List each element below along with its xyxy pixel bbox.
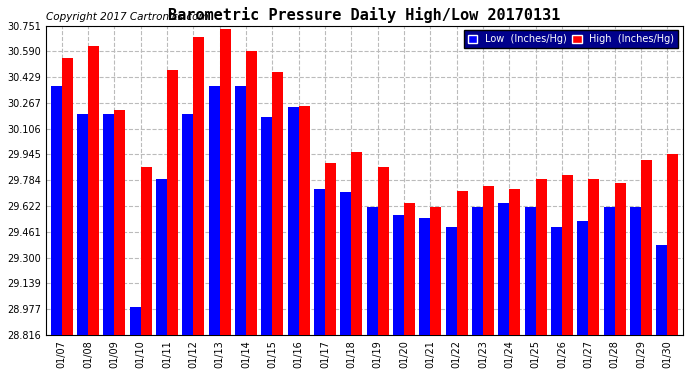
Text: Copyright 2017 Cartronics.com: Copyright 2017 Cartronics.com: [46, 12, 208, 22]
Bar: [130, 308, 141, 335]
Bar: [604, 207, 615, 335]
Bar: [273, 72, 284, 335]
Bar: [167, 70, 178, 335]
Bar: [141, 166, 152, 335]
Bar: [288, 107, 299, 335]
Bar: [578, 221, 589, 335]
Bar: [431, 207, 442, 335]
Bar: [314, 189, 325, 335]
Bar: [535, 179, 546, 335]
Bar: [219, 29, 230, 335]
Bar: [262, 117, 273, 335]
Bar: [115, 111, 126, 335]
Bar: [589, 179, 600, 335]
Bar: [667, 154, 678, 335]
Bar: [393, 214, 404, 335]
Bar: [472, 207, 483, 335]
Bar: [351, 152, 362, 335]
Bar: [366, 207, 377, 335]
Bar: [498, 203, 509, 335]
Bar: [50, 87, 61, 335]
Bar: [61, 58, 72, 335]
Bar: [104, 114, 115, 335]
Bar: [404, 203, 415, 335]
Bar: [483, 186, 494, 335]
Bar: [325, 163, 336, 335]
Bar: [457, 190, 468, 335]
Bar: [446, 227, 457, 335]
Bar: [299, 106, 310, 335]
Legend: Low  (Inches/Hg), High  (Inches/Hg): Low (Inches/Hg), High (Inches/Hg): [464, 30, 678, 48]
Bar: [630, 207, 641, 335]
Bar: [615, 183, 626, 335]
Bar: [156, 179, 167, 335]
Bar: [551, 227, 562, 335]
Bar: [377, 166, 388, 335]
Bar: [524, 207, 535, 335]
Bar: [340, 192, 351, 335]
Bar: [562, 174, 573, 335]
Bar: [88, 46, 99, 335]
Bar: [420, 218, 431, 335]
Bar: [235, 87, 246, 335]
Bar: [193, 37, 204, 335]
Bar: [77, 114, 88, 335]
Bar: [246, 51, 257, 335]
Bar: [182, 114, 193, 335]
Title: Barometric Pressure Daily High/Low 20170131: Barometric Pressure Daily High/Low 20170…: [168, 7, 560, 23]
Bar: [656, 245, 667, 335]
Bar: [208, 87, 219, 335]
Bar: [509, 189, 520, 335]
Bar: [641, 160, 652, 335]
